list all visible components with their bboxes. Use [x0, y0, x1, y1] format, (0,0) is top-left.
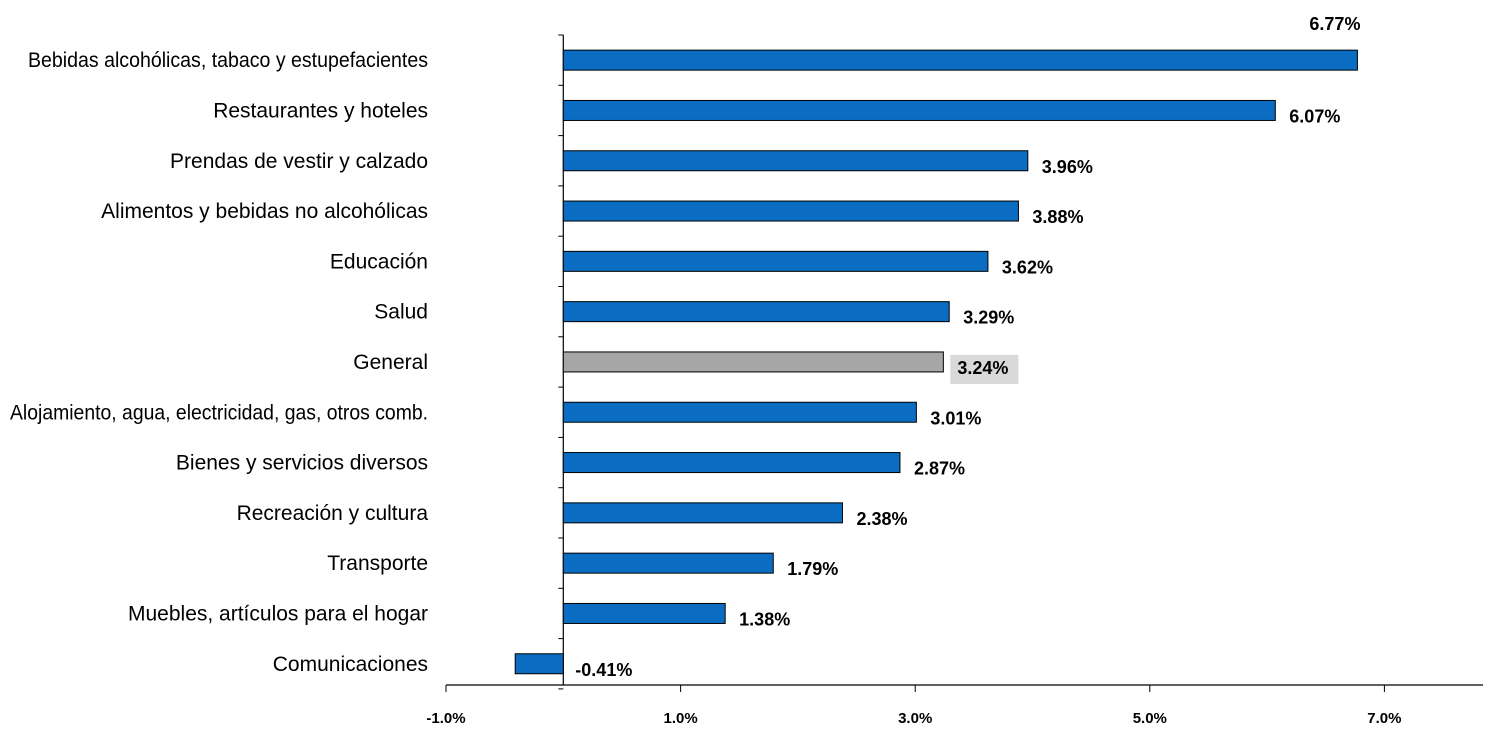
x-tick-label: 7.0% — [1367, 710, 1401, 727]
bar-3 — [562, 200, 1019, 222]
category-label-10: Transporte — [327, 552, 428, 575]
value-label-9: 2.38% — [856, 509, 907, 529]
category-label-3: Alimentos y bebidas no alcohólicas — [101, 200, 428, 223]
bar-9 — [562, 502, 843, 524]
category-label-12: Comunicaciones — [273, 653, 428, 676]
value-label-2: 3.96% — [1042, 157, 1093, 177]
value-label-11: 1.38% — [739, 609, 790, 629]
bar-0 — [562, 49, 1358, 71]
value-label-3: 3.88% — [1032, 207, 1083, 227]
category-label-0: Bebidas alcohólicas, tabaco y estupefaci… — [28, 49, 428, 72]
category-label-4: Educación — [330, 250, 428, 273]
category-label-11: Muebles, artículos para el hogar — [128, 602, 428, 625]
category-label-6: General — [353, 351, 428, 374]
value-label-4: 3.62% — [1002, 257, 1053, 277]
bar-5 — [562, 301, 950, 323]
value-label-5: 3.29% — [963, 308, 1014, 328]
category-label-5: Salud — [374, 301, 428, 324]
value-label-7: 3.01% — [930, 408, 981, 428]
category-label-9: Recreación y cultura — [237, 502, 429, 525]
x-tick-label: 1.0% — [663, 710, 697, 727]
x-tick-label: 5.0% — [1133, 710, 1167, 727]
category-label-7: Alojamiento, agua, electricidad, gas, ot… — [10, 401, 428, 424]
bar-6 — [562, 351, 944, 373]
bar-7 — [562, 401, 917, 423]
bar-8 — [562, 452, 901, 474]
value-label-8: 2.87% — [914, 459, 965, 479]
value-label-6: 3.24% — [957, 358, 1008, 378]
x-tick-label: 3.0% — [898, 710, 932, 727]
value-label-0: 6.77% — [1309, 14, 1360, 34]
category-label-2: Prendas de vestir y calzado — [170, 150, 428, 173]
bar-2 — [562, 150, 1029, 172]
value-label-12: -0.41% — [575, 660, 632, 680]
bar-12 — [514, 653, 564, 675]
value-label-1: 6.07% — [1289, 106, 1340, 126]
value-label-highlight-bg — [950, 354, 1019, 384]
x-tick-label: -1.0% — [426, 710, 465, 727]
bar-10 — [562, 552, 774, 574]
category-label-1: Restaurantes y hoteles — [213, 99, 428, 122]
bar-4 — [562, 250, 989, 272]
bar-1 — [562, 99, 1276, 121]
value-label-10: 1.79% — [787, 559, 838, 579]
bar-11 — [562, 602, 726, 624]
category-label-8: Bienes y servicios diversos — [176, 452, 428, 475]
